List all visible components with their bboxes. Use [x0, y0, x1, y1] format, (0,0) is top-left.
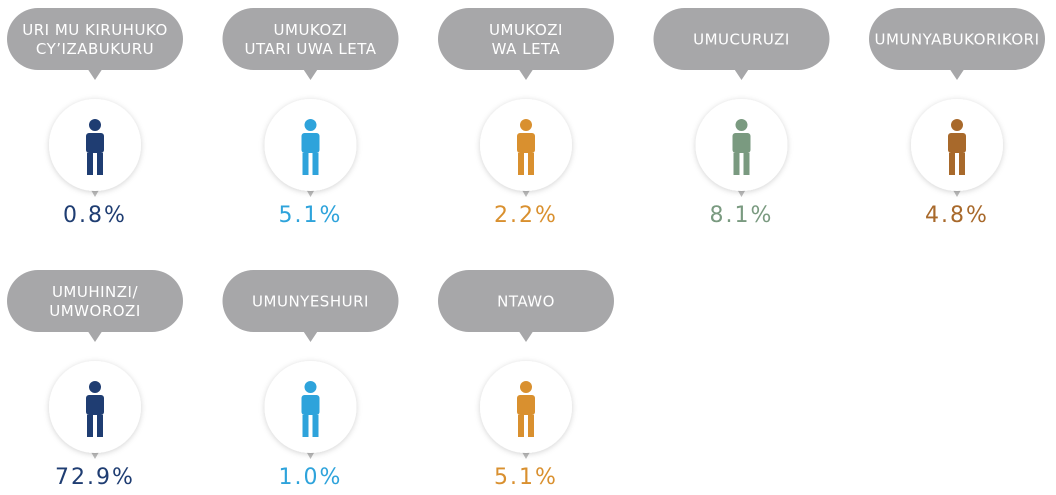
label-text: NTAWO	[497, 293, 555, 311]
circle-pointer	[522, 190, 530, 197]
label-pill	[222, 8, 399, 70]
icon-head	[304, 381, 317, 393]
label-pill	[7, 8, 183, 70]
label-text: UMUCURUZI	[693, 31, 790, 49]
icon-head	[304, 119, 317, 131]
label-text: UTARI UWA LETA	[245, 40, 377, 58]
icon-head	[735, 119, 748, 131]
label-text: UMUHINZI/	[52, 283, 139, 301]
pill-tail	[733, 68, 750, 80]
label-text: URI MU KIRUHUKO	[22, 21, 168, 39]
label-pill	[869, 8, 1045, 70]
icon-head	[89, 381, 101, 393]
item: UMUHINZI/UMWOROZI 72.9%	[7, 270, 183, 490]
circle-pointer	[306, 452, 315, 459]
circle-pointer	[737, 190, 746, 197]
pill-tail	[87, 330, 103, 342]
pill-tail	[87, 68, 103, 80]
icon-body	[301, 133, 320, 153]
icon-leg	[87, 153, 93, 175]
icon-body	[301, 395, 320, 415]
circle-pointer	[522, 452, 530, 459]
icon-leg	[959, 153, 965, 175]
percent: 1.0%	[279, 465, 343, 490]
icon-leg	[733, 153, 740, 175]
label-text: UMUKOZI	[489, 21, 563, 39]
label-pill	[438, 8, 614, 70]
circle-pointer	[306, 190, 315, 197]
label-pill	[222, 270, 399, 332]
label-text: WA LETA	[492, 40, 561, 58]
item: UMUNYABUKORIKORI 4.8%	[869, 8, 1045, 228]
percent: 4.8%	[925, 203, 989, 228]
icon-leg	[743, 153, 750, 175]
icon-leg	[87, 415, 93, 437]
icon-leg	[528, 153, 534, 175]
item: UMUCURUZI 8.1%	[653, 8, 830, 228]
pill-tail	[518, 330, 534, 342]
icon-head	[520, 381, 532, 393]
icon-leg	[312, 153, 319, 175]
percent: 5.1%	[494, 465, 558, 490]
label-pill	[653, 8, 830, 70]
pill-tail	[518, 68, 534, 80]
icon-leg	[302, 153, 309, 175]
circle-pointer	[91, 190, 99, 197]
label-pill	[438, 270, 614, 332]
percent: 5.1%	[279, 203, 343, 228]
label-text: UMUNYABUKORIKORI	[875, 31, 1040, 49]
icon-head	[89, 119, 101, 131]
icon-leg	[97, 415, 103, 437]
percent: 2.2%	[494, 203, 558, 228]
item: UMUNYESHURI 1.0%	[222, 270, 399, 490]
icon-head	[520, 119, 532, 131]
percent: 72.9%	[55, 465, 135, 490]
icon-body	[86, 395, 104, 415]
icon-leg	[518, 415, 524, 437]
icon-leg	[949, 153, 955, 175]
item: NTAWO 5.1%	[438, 270, 614, 490]
label-text: UMUNYESHURI	[252, 293, 369, 311]
label-text: UMWOROZI	[49, 302, 141, 320]
icon-body	[948, 133, 966, 153]
label-text: UMUKOZI	[274, 21, 348, 39]
pill-tail	[302, 330, 319, 342]
circle-pointer	[91, 452, 99, 459]
percent: 8.1%	[710, 203, 774, 228]
icon-body	[732, 133, 751, 153]
icon-body	[517, 133, 535, 153]
icon-leg	[97, 153, 103, 175]
label-pill	[7, 270, 183, 332]
pill-tail	[949, 68, 965, 80]
label-text: CY’IZABUKURU	[36, 40, 154, 58]
circle-pointer	[953, 190, 961, 197]
percent: 0.8%	[63, 203, 127, 228]
pill-tail	[302, 68, 319, 80]
icon-body	[86, 133, 104, 153]
icon-head	[951, 119, 963, 131]
icon-body	[517, 395, 535, 415]
icon-leg	[528, 415, 534, 437]
icon-leg	[518, 153, 524, 175]
icon-leg	[312, 415, 319, 437]
icon-leg	[302, 415, 309, 437]
